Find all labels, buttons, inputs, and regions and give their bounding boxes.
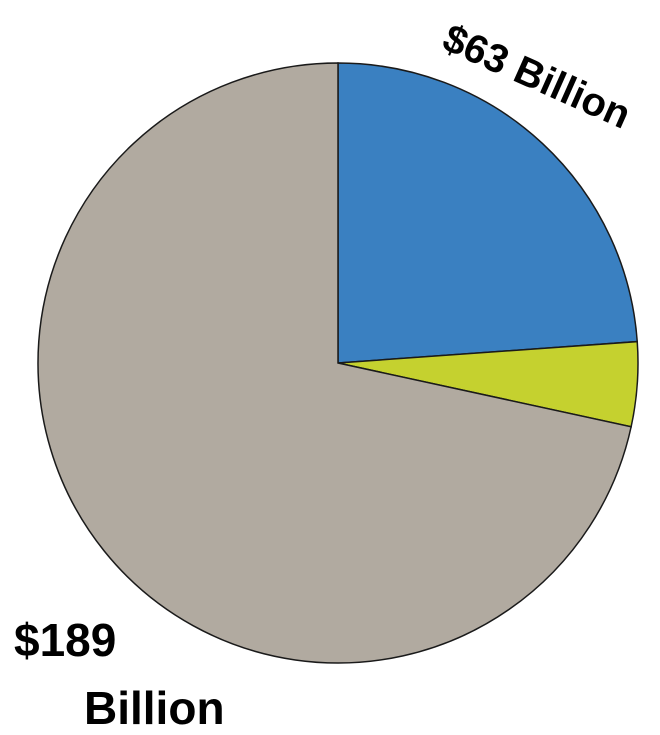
label-189-line2: Billion [84,682,225,734]
label-189-line1: $189 [14,614,116,666]
pie-slice-189 [37,62,633,664]
pie-slice-63 [337,62,639,364]
pie-slices [37,62,639,664]
